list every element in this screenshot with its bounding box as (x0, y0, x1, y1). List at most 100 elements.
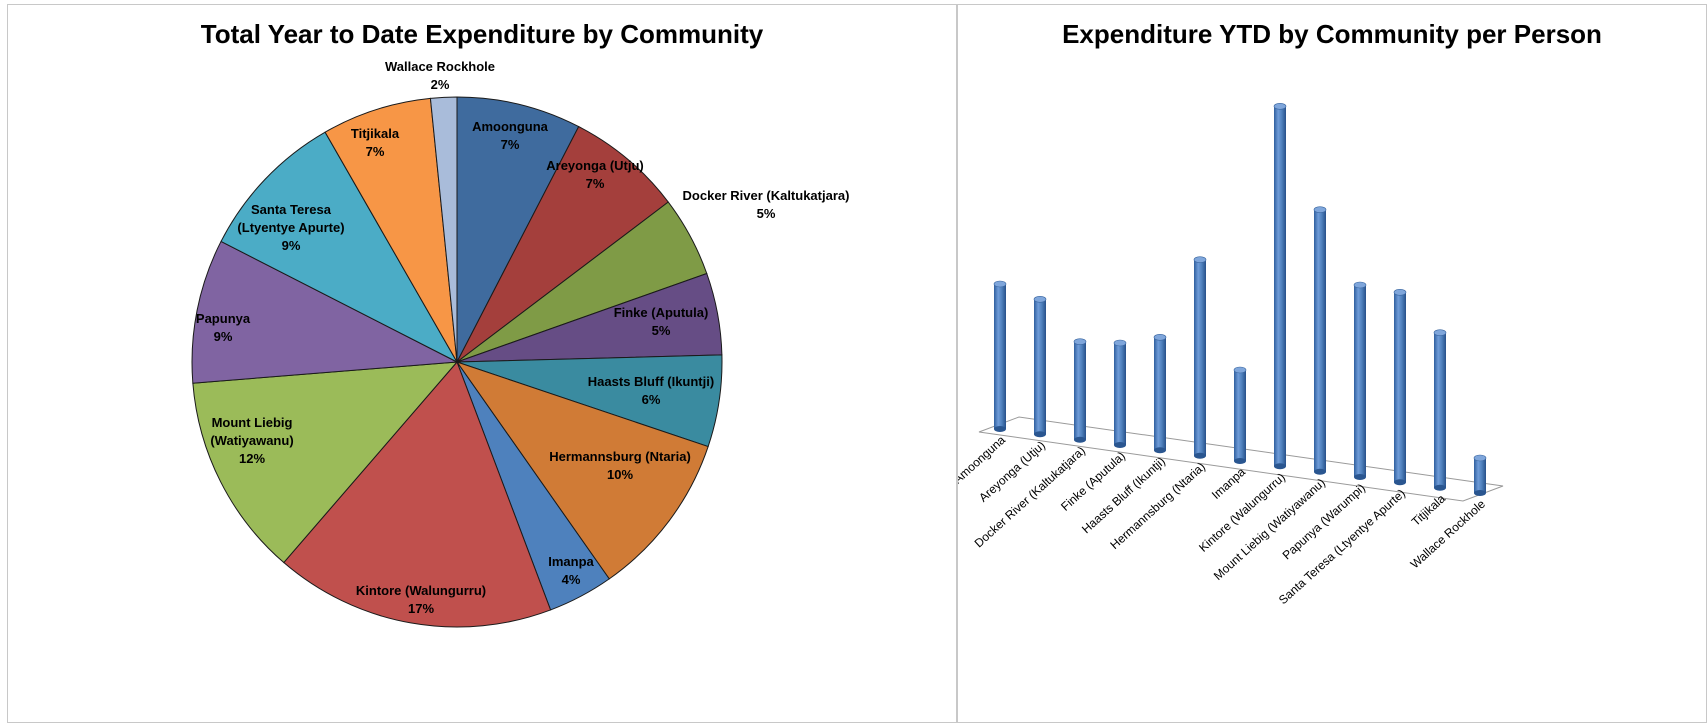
bar-top (1353, 281, 1367, 289)
pie-label-percent: 7% (366, 144, 385, 159)
x-tick-label-papunya-warumpi: Papunya (Warumpi) (1280, 481, 1368, 563)
pie-label-text: Mount Liebig (212, 415, 293, 430)
bar-base (1154, 447, 1166, 454)
x-tick-label-haasts-bluff-ikuntji: Haasts Bluff (Ikuntji) (1079, 454, 1168, 536)
bar-base (1274, 463, 1286, 470)
bar-body (1394, 292, 1406, 483)
pie-label-percent: 5% (652, 323, 671, 338)
bar-top (1033, 295, 1047, 303)
bar-body (1274, 106, 1286, 467)
bar-imanpa (1233, 366, 1247, 464)
pie-label-text: Hermannsburg (Ntaria) (549, 449, 691, 464)
bar-docker-river-kaltukatjara (1073, 338, 1087, 443)
pie-label-papunya: Papunya 9% (196, 311, 251, 344)
bar-body (1354, 285, 1366, 477)
pie-label-text: Haasts Bluff (Ikuntji) (588, 374, 714, 389)
pie-label-finke-aputula: Finke (Aputula) 5% (614, 305, 709, 338)
bar-hermannsburg-ntaria (1193, 256, 1207, 459)
bar-base (1194, 452, 1206, 459)
pie-label-text: Docker River (Kaltukatjara) (683, 188, 850, 203)
pie-slice-mount-liebig-watiyawanu (192, 361, 459, 564)
pie-label-amoonguna: Amoonguna 7% (472, 119, 549, 152)
bar-haasts-bluff-ikuntji (1153, 333, 1167, 454)
bar-mount-liebig-watiyawanu (1313, 206, 1327, 475)
pie-label-percent: 4% (562, 572, 581, 587)
bar-base (1114, 442, 1126, 448)
pie-slice-kintore-walungurru (283, 361, 552, 628)
x-tick-label-imanpa: Imanpa (1209, 465, 1248, 502)
bar-top (1153, 333, 1167, 341)
x-tick-label-titjikala: Titjikala (1409, 491, 1449, 529)
pie-label-percent: 9% (214, 329, 233, 344)
bar-body (1194, 259, 1206, 456)
pie-label-percent: 10% (607, 467, 633, 482)
pie-label-haasts-bluff-ikuntji: Haasts Bluff (Ikuntji) 6% (588, 374, 714, 407)
bar-chart-panel: Expenditure YTD by Community per Person … (957, 4, 1707, 723)
pie-label-areyonga-utju: Areyonga (Utju) 7% (546, 158, 644, 191)
bar-areyonga-utju (1033, 295, 1047, 438)
bar-top (1313, 206, 1327, 213)
bar-base (1034, 431, 1046, 438)
bar-base (1354, 474, 1366, 480)
pie-label-percent: 2% (431, 77, 450, 92)
bar-body (1314, 209, 1326, 472)
bar-top (1073, 338, 1087, 346)
pie-slice-wallace-rockhole (429, 96, 458, 363)
pie-slice-areyonga-utju (456, 125, 669, 363)
bar-body (1154, 337, 1166, 451)
x-tick-label-kintore-walungurru: Kintore (Walungurru) (1196, 470, 1288, 555)
pie-label-percent: 7% (501, 137, 520, 152)
bar-body (1074, 341, 1086, 440)
bar-top (1393, 288, 1407, 296)
bar-top (993, 280, 1007, 288)
bar-base (1314, 468, 1326, 475)
pie-label-text: Kintore (Walungurru) (356, 583, 486, 598)
bar-top (1433, 329, 1447, 337)
pie-label-mount-liebig-watiyawanu: Mount Liebig (Watiyawanu) 12% (210, 415, 293, 466)
pie-label-percent: 6% (642, 392, 661, 407)
bar-base (1474, 490, 1486, 496)
bar-titjikala (1433, 329, 1447, 491)
pie-slice-papunya (191, 240, 459, 384)
pie-label-hermannsburg-ntaria: Hermannsburg (Ntaria) 10% (549, 449, 691, 482)
pie-label-wallace-rockhole: Wallace Rockhole 2% (385, 59, 495, 92)
bar-papunya-warumpi (1353, 281, 1367, 480)
pie-label-text: Amoonguna (472, 119, 549, 134)
pie-label-percent: 9% (282, 238, 301, 253)
pie-label-titjikala: Titjikala 7% (351, 126, 400, 159)
bar-body (1474, 458, 1486, 493)
pie-slice-titjikala (324, 97, 458, 363)
pie-slice-santa-teresa-ltyentye-apurte (220, 131, 459, 364)
pie-chart-title: Total Year to Date Expenditure by Commun… (200, 19, 764, 49)
pie-chart: Amoonguna 7% Areyonga (Utju) 7% Docker River… (191, 59, 850, 628)
bar-top (1473, 454, 1487, 462)
bar-body (1234, 370, 1246, 461)
pie-label-text: (Ltyentye Apurte) (237, 220, 344, 235)
pie-label-text: (Watiyawanu) (210, 433, 293, 448)
bar-body (1114, 343, 1126, 445)
bar-base (1434, 484, 1446, 491)
bar-body (994, 284, 1006, 429)
bar-base (994, 426, 1006, 432)
bar-santa-teresa-ltyentye-apurte (1393, 288, 1407, 486)
bar-top (1113, 339, 1127, 347)
pie-label-percent: 7% (586, 176, 605, 191)
pie-slice-hermannsburg-ntaria (455, 361, 709, 580)
bar-base (1234, 458, 1246, 464)
bar-top (1273, 103, 1287, 110)
pie-label-kintore-walungurru: Kintore (Walungurru) 17% (356, 583, 486, 616)
bar-wallace-rockhole (1473, 454, 1487, 496)
pie-label-text: Papunya (196, 311, 251, 326)
pie-label-text: Areyonga (Utju) (546, 158, 644, 173)
pie-label-text: Santa Teresa (251, 202, 332, 217)
pie-label-text: Wallace Rockhole (385, 59, 495, 74)
pie-label-docker-river-kaltukatjara: Docker River (Kaltukatjara) 5% (683, 188, 850, 221)
pie-label-santa-teresa-ltyentye-apurte: Santa Teresa (Ltyentye Apurte) 9% (237, 202, 344, 253)
bar-body (1034, 299, 1046, 435)
bar-top (1193, 256, 1207, 263)
bar-base (1394, 479, 1406, 486)
bar-finke-aputula (1113, 339, 1127, 448)
pie-slice-amoonguna (456, 96, 580, 363)
pie-label-percent: 17% (408, 601, 434, 616)
